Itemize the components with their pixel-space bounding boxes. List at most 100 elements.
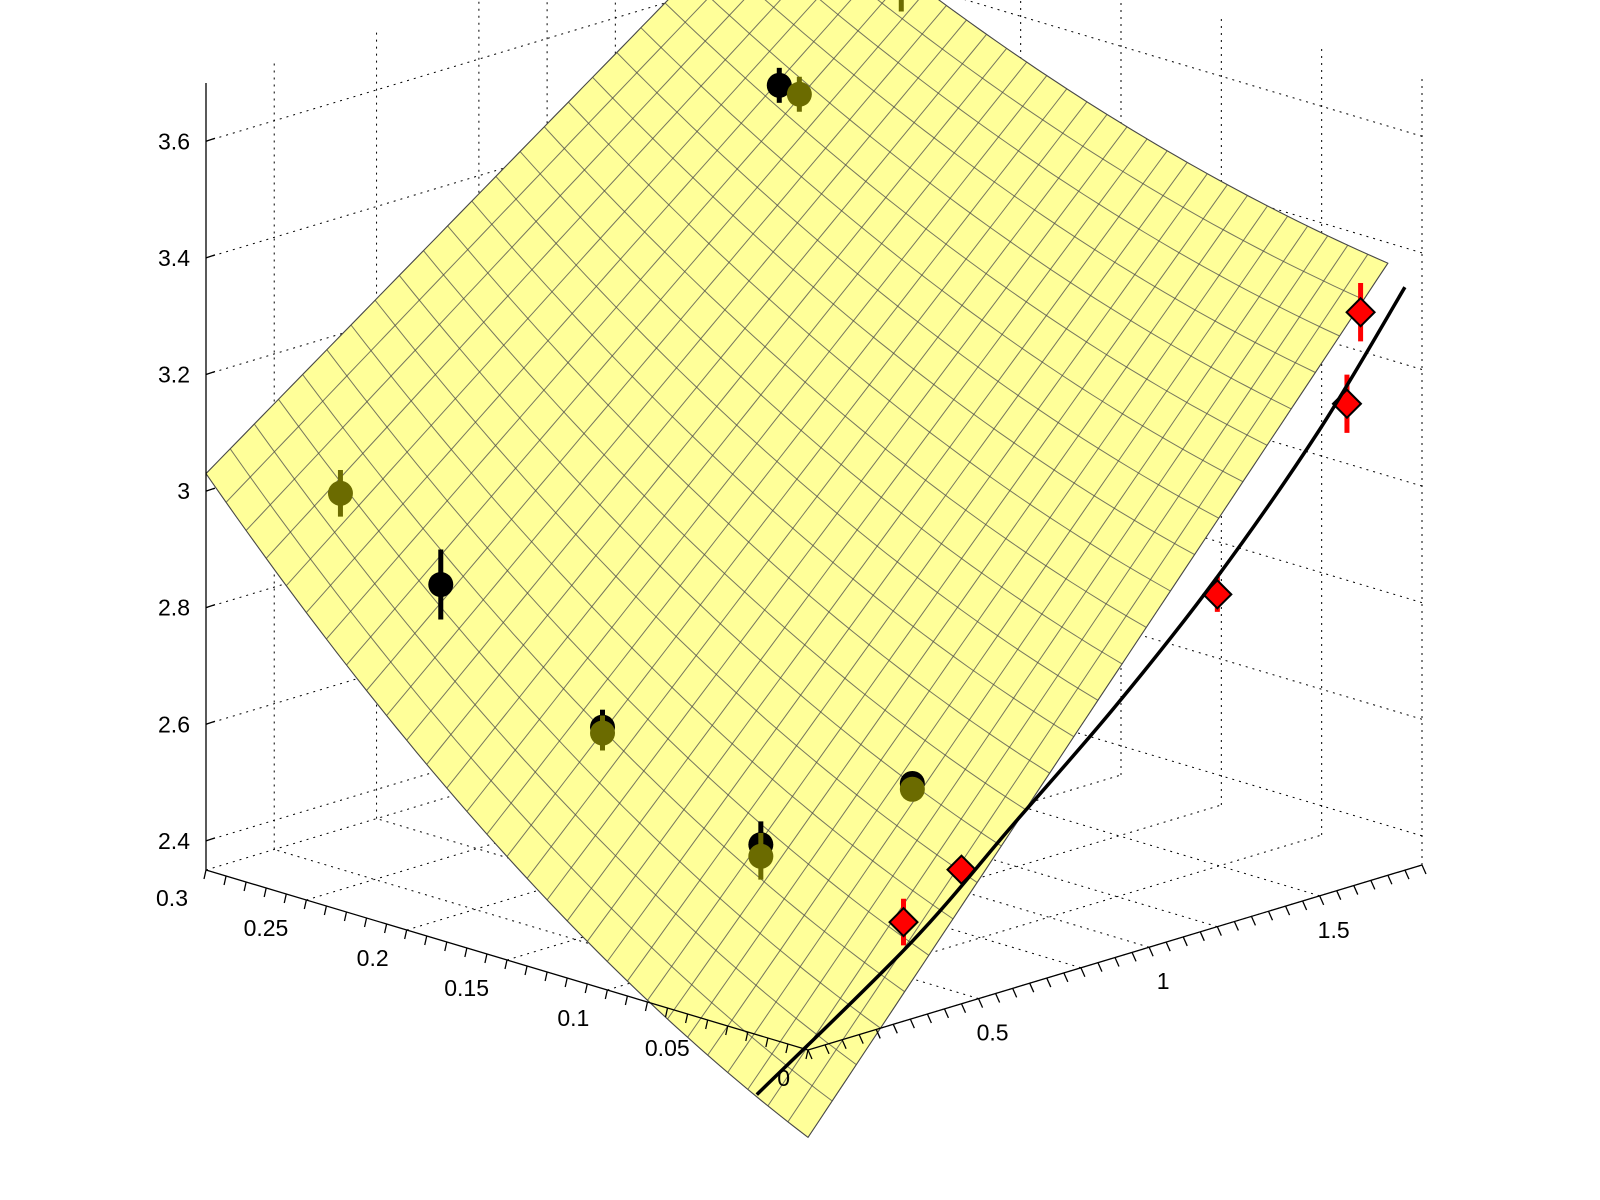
y-tick-label: 0.5 (977, 1020, 1009, 1046)
grid-line-floor-x (205, 684, 821, 871)
y-minor-tick (943, 1008, 950, 1019)
surface-mesh-line (245, 0, 745, 531)
data-point-circle (766, 72, 792, 98)
x-minor-tick (343, 911, 348, 922)
y-minor-tick (1319, 895, 1325, 906)
y-minor-tick (1029, 982, 1035, 993)
y-minor-tick (1080, 967, 1086, 978)
x-minor-tick (664, 1007, 669, 1018)
z-tick-label: 2.8 (158, 595, 190, 621)
surface-mesh-line (426, 48, 1007, 765)
surface-mesh-line (667, 195, 1248, 1020)
surface-mesh-line (647, 184, 1228, 1001)
y-minor-tick (858, 1034, 864, 1044)
x-minor-tick (484, 953, 488, 964)
surface-mesh-line (707, 215, 1289, 1056)
surface-mesh-line (406, 33, 987, 741)
y-minor-tick (824, 1044, 830, 1055)
y-minor-tick (1250, 916, 1257, 926)
surface-mesh-line (606, 162, 1188, 962)
surface-mesh-line (586, 150, 1168, 942)
fit-curve (755, 286, 1407, 1096)
x-minor-tick (745, 1031, 749, 1042)
z-tick (205, 370, 216, 376)
grid-line-wall-z-back (205, 189, 821, 375)
x-minor-tick (624, 995, 629, 1006)
surface-mesh-line (466, 75, 1048, 812)
data-point-circle (748, 843, 774, 869)
data-point-circle (428, 572, 454, 598)
surface-mesh-line (727, 225, 1309, 1073)
grid-line-wall-z-back (205, 538, 821, 725)
x-minor-tick (363, 917, 368, 928)
x-minor-tick (584, 983, 588, 994)
y-minor-tick (1046, 977, 1052, 988)
x-minor-tick (283, 893, 287, 904)
x-tick-label: 0.05 (645, 1035, 690, 1061)
z-tick (205, 604, 216, 609)
y-tick-label: 1 (1157, 968, 1170, 994)
z-tick-label: 2.6 (158, 711, 190, 737)
x-minor-tick (785, 1043, 789, 1054)
z-tick-label: 3 (177, 478, 190, 504)
y-minor-tick (1063, 972, 1069, 983)
x-minor-tick (404, 929, 408, 940)
surface-mesh-line (446, 61, 1028, 789)
x-minor-tick (464, 947, 468, 958)
y-minor-tick (1012, 988, 1018, 998)
y-minor-tick (1302, 900, 1308, 911)
y-minor-tick (1387, 875, 1393, 885)
x-minor-tick (263, 887, 267, 898)
y-minor-tick (875, 1029, 881, 1039)
y-minor-tick (1353, 885, 1359, 895)
fitted-surface (205, 0, 1389, 1139)
surface-mesh-line (265, 0, 781, 559)
y-minor-tick (1267, 910, 1274, 921)
y-minor-tick (1148, 946, 1154, 957)
x-minor-tick (544, 971, 548, 982)
data-point-diamond (888, 906, 919, 938)
surface-mesh-line (747, 235, 1329, 1090)
data-point-circle (899, 776, 925, 802)
y-minor-tick (926, 1013, 932, 1024)
data-point-diamond (1201, 578, 1233, 610)
y-minor-tick (1199, 931, 1205, 942)
y-minor-tick (892, 1024, 898, 1034)
z-tick-label: 3.2 (158, 361, 190, 387)
y-minor-tick (1284, 905, 1291, 916)
x-minor-tick (725, 1025, 729, 1036)
x-minor-tick (805, 1049, 809, 1060)
x-tick-label: 0.1 (557, 1005, 589, 1031)
x-minor-tick (424, 935, 428, 946)
z-tick-label: 2.4 (158, 828, 190, 854)
y-minor-tick (960, 1003, 967, 1014)
x-tick-label: 0.3 (156, 885, 188, 911)
x-minor-tick (604, 989, 608, 1000)
surface-mesh-line (386, 19, 967, 716)
tick-labels: 0 0.05 0.1 0.15 0.2 0.25 0.3 0.5 1 1.5 2.4 2.6 2.8 3 3… (156, 128, 1350, 1091)
x-tick-label: 0.15 (444, 975, 489, 1001)
z-tick (205, 837, 216, 842)
surface-mesh-line (305, 0, 852, 613)
y-minor-tick (841, 1039, 847, 1049)
y-minor-tick (807, 1049, 813, 1060)
z-tick-label: 3.4 (158, 245, 190, 271)
grid-line-floor-x (406, 744, 1021, 931)
x-minor-tick (223, 875, 227, 886)
surface-mesh-line (205, 0, 669, 474)
y-tick-label: 1.5 (1318, 917, 1350, 943)
axes (203, 83, 1427, 1060)
grid-line-wall-z-back (205, 0, 677, 142)
y-minor-tick (977, 998, 984, 1008)
surface-mesh-line (787, 254, 1369, 1123)
y-minor-tick (1165, 941, 1171, 952)
x-minor-tick (684, 1013, 689, 1024)
data-point-circle (327, 480, 353, 506)
y-minor-tick (1131, 952, 1137, 962)
grid-line-wall-z-back (205, 72, 821, 259)
x-minor-tick (243, 881, 247, 892)
x-tick-label: 0.2 (357, 945, 389, 971)
x-minor-tick (564, 977, 568, 988)
surface-mesh-line (546, 126, 1128, 901)
surface-mesh-line (366, 5, 947, 691)
